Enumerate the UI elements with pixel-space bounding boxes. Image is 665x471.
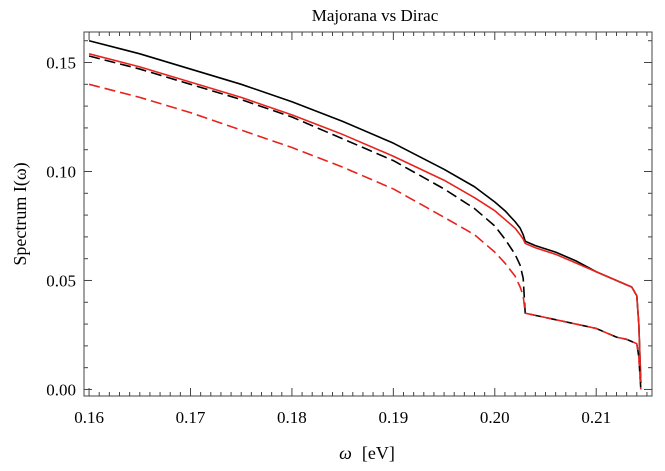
series-line-4 [88,83,642,390]
y-tick-label: 0.15 [46,54,76,73]
x-tick-label: 0.19 [378,408,408,427]
y-tick-label: 0.00 [46,380,76,399]
x-axis-unit: [eV] [362,443,395,463]
plot-frame [83,31,653,397]
x-tick-label: 0.21 [581,408,611,427]
x-tick-label: 0.20 [480,408,510,427]
x-tick-label: 0.18 [277,408,307,427]
chart-title: Majorana vs Dirac [312,6,439,25]
series-line-2 [88,53,642,383]
x-tick-label: 0.17 [176,408,206,427]
x-tick-label: 0.16 [74,408,104,427]
y-tick-label: 0.10 [46,162,76,181]
y-tick-label: 0.05 [46,271,76,290]
ticks-layer: 0.16 0.17 0.18 0.19 0.20 0.21 0.00 0.05 0.10 0.15 [46,32,652,427]
series-layer [88,39,642,390]
series-line-1 [88,39,642,383]
x-axis-label: ω [eV] [339,443,395,463]
series-line-3 [88,55,642,390]
y-axis-label: Spectrum I(ω) [10,162,31,265]
x-axis-symbol: ω [339,443,352,463]
